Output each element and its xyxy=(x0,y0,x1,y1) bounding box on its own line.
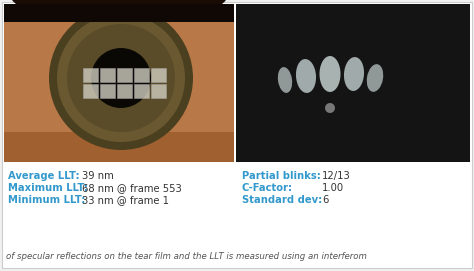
Text: 6: 6 xyxy=(322,195,328,205)
Bar xyxy=(100,68,115,82)
Circle shape xyxy=(91,48,151,108)
Bar xyxy=(134,68,149,82)
Circle shape xyxy=(57,14,185,142)
Text: Partial blinks:: Partial blinks: xyxy=(242,171,321,181)
Bar xyxy=(134,84,149,98)
Ellipse shape xyxy=(325,103,335,113)
Circle shape xyxy=(67,24,175,132)
Text: Standard dev:: Standard dev: xyxy=(242,195,322,205)
Bar xyxy=(100,84,115,98)
Bar xyxy=(83,68,98,82)
Circle shape xyxy=(49,6,193,150)
Text: 68 nm @ frame 553: 68 nm @ frame 553 xyxy=(82,183,182,193)
Text: 12/13: 12/13 xyxy=(322,171,351,181)
Ellipse shape xyxy=(296,59,316,93)
Text: of specular reflections on the tear film and the LLT is measured using an interf: of specular reflections on the tear film… xyxy=(6,252,367,261)
Bar xyxy=(151,68,166,82)
Bar xyxy=(236,4,470,162)
Bar xyxy=(4,132,234,162)
Text: Average LLT:: Average LLT: xyxy=(8,171,80,181)
Text: 1.00: 1.00 xyxy=(322,183,344,193)
Ellipse shape xyxy=(278,67,292,93)
Text: 39 nm: 39 nm xyxy=(82,171,114,181)
Bar xyxy=(4,4,234,162)
Ellipse shape xyxy=(319,56,340,92)
Bar xyxy=(151,84,166,98)
Text: 33 nm @ frame 1: 33 nm @ frame 1 xyxy=(82,195,169,205)
Bar xyxy=(117,68,132,82)
Ellipse shape xyxy=(10,0,228,24)
Text: Minimum LLT:: Minimum LLT: xyxy=(8,195,85,205)
Text: C-Factor:: C-Factor: xyxy=(242,183,293,193)
Bar xyxy=(4,4,234,22)
Ellipse shape xyxy=(367,64,383,92)
Bar xyxy=(83,84,98,98)
Ellipse shape xyxy=(344,57,364,91)
Bar xyxy=(117,84,132,98)
Text: Maximum LLT:: Maximum LLT: xyxy=(8,183,88,193)
